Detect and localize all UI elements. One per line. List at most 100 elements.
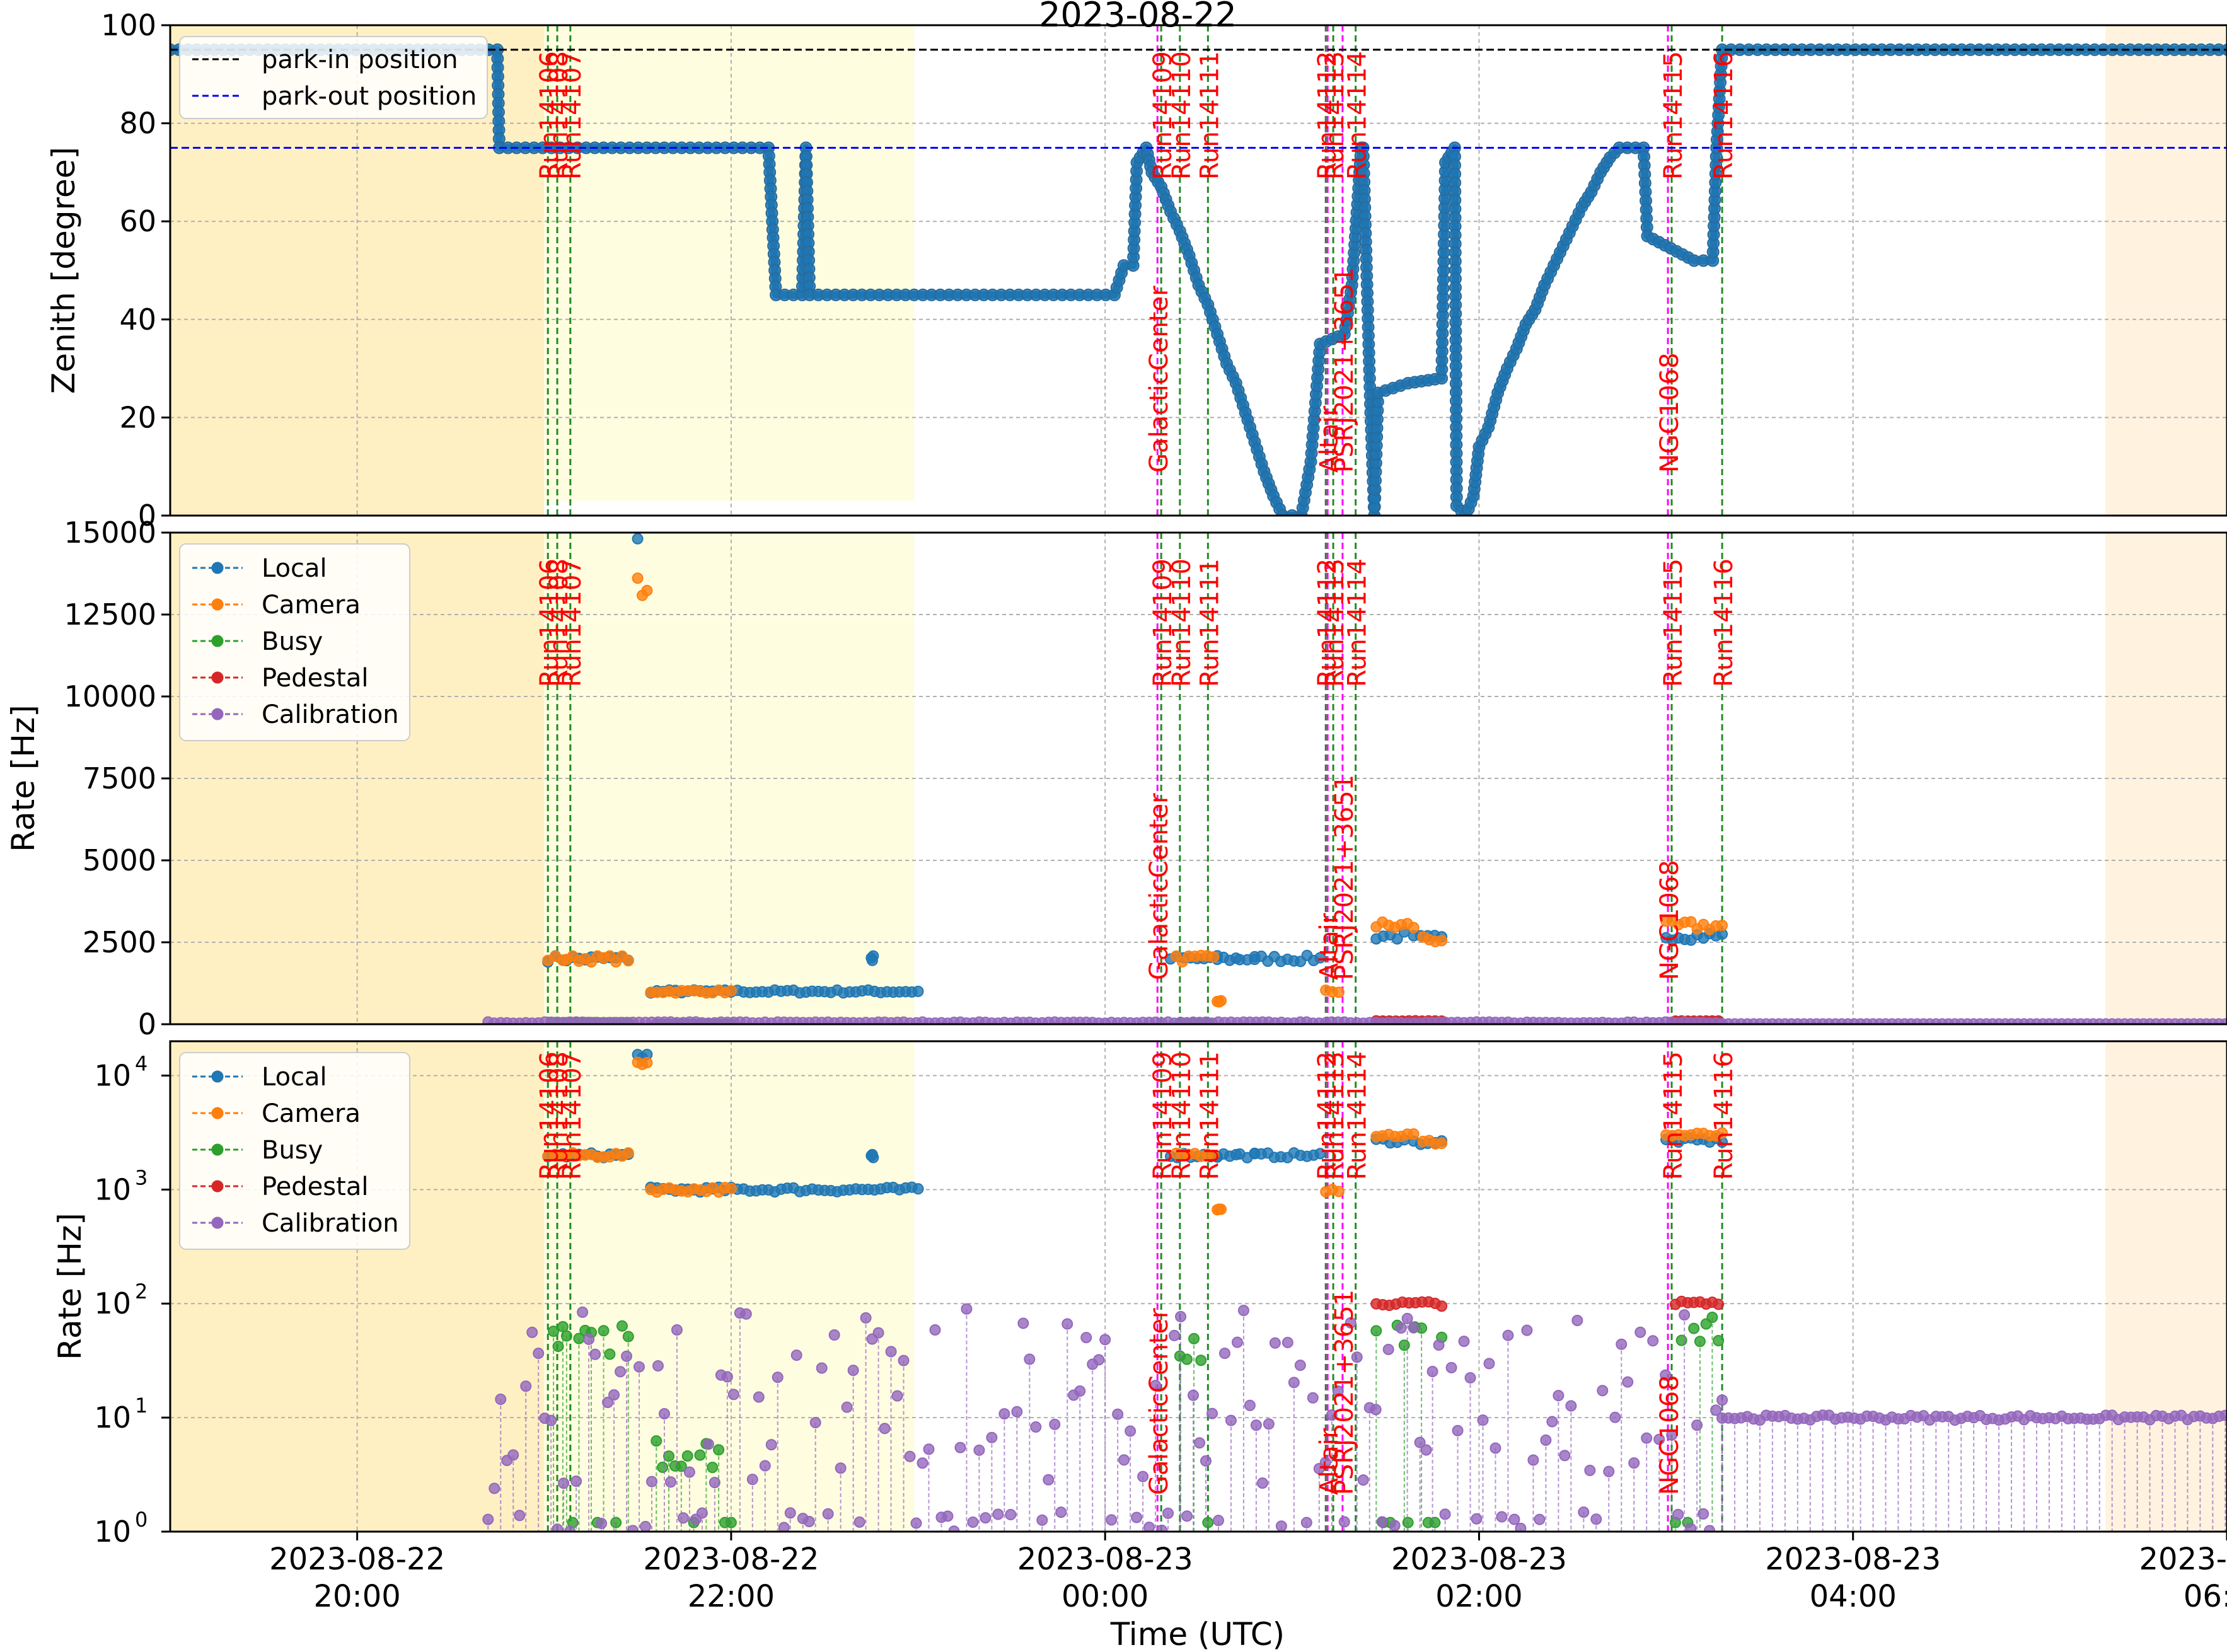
legend-label: Camera: [262, 591, 361, 620]
calibration-point: [1382, 1343, 1394, 1355]
calibration-point: [1212, 1515, 1224, 1527]
calibration-point: [514, 1510, 526, 1522]
calibration-point: [640, 1520, 651, 1532]
run-label-run14115: Run14115: [1659, 51, 1688, 180]
source-label-galacticcenter: GalacticCenter: [1145, 286, 1174, 473]
source-label-ngc1068: NGC1068: [1655, 352, 1684, 473]
camera-point: [725, 1182, 737, 1194]
calibration-point: [1420, 1444, 1432, 1456]
calibration-point: [1200, 1455, 1212, 1467]
legend-label: Busy: [262, 627, 323, 656]
calibration-point: [1571, 1315, 1583, 1327]
camera-point: [1333, 1186, 1345, 1198]
legend-label: Camera: [262, 1099, 361, 1128]
run-label-run14108: Run14108: [545, 558, 574, 687]
calibration-point: [1597, 1385, 1609, 1397]
twilight-band: [2105, 1041, 2227, 1532]
x-tick-date: 2023-08-23: [2139, 1542, 2227, 1577]
busy-point: [1694, 1336, 1706, 1348]
camera-point: [1408, 1128, 1420, 1140]
busy-point: [725, 1516, 737, 1528]
legend-marker: [211, 1107, 224, 1119]
calibration-point: [683, 1466, 695, 1478]
legend-zenith: park-in position park-out position: [179, 36, 488, 119]
calibration-point: [1616, 1338, 1628, 1350]
calibration-point: [1093, 1354, 1105, 1366]
legend-label: Local: [262, 1063, 327, 1092]
run-label-run14114: Run14114: [1343, 558, 1372, 687]
calibration-point: [1647, 1335, 1659, 1347]
busy-point: [1706, 1312, 1718, 1324]
source-label-altair: Altair: [1315, 913, 1344, 980]
run-label-run14107: Run14107: [558, 1051, 587, 1180]
calibration-point: [1250, 1419, 1262, 1431]
x-tick-date: 2023-08-22: [269, 1542, 445, 1577]
plot-area-2: [170, 517, 2227, 1024]
calibration-point: [1011, 1406, 1023, 1418]
local-point: [912, 985, 924, 997]
legend-label: Local: [262, 554, 327, 583]
run-label-run14110: Run14110: [1167, 1051, 1196, 1180]
camera-point: [1215, 1203, 1227, 1215]
busy-point: [1402, 1516, 1414, 1528]
calibration-point: [1036, 1514, 1048, 1526]
calibration-point: [954, 1441, 966, 1453]
y-tick-label: 12500: [64, 598, 156, 632]
camera-point: [622, 1147, 634, 1159]
camera-point: [1685, 916, 1697, 928]
calibration-point: [1150, 1380, 1162, 1392]
y-tick-exponent: 2: [135, 1279, 148, 1303]
run-label-run14110: Run14110: [1167, 51, 1196, 180]
y-tick-label: 7500: [83, 761, 156, 795]
camera-point: [1208, 1150, 1220, 1162]
calibration-point: [1345, 1317, 1356, 1329]
calibration-point: [615, 1366, 627, 1378]
calibration-point: [1445, 1361, 1457, 1373]
calibration-point: [923, 1443, 935, 1455]
legend-label: Pedestal: [262, 1172, 368, 1201]
calibration-point: [1508, 1513, 1520, 1525]
source-label-psrj2021+3651: PSRJ2021+3651: [1330, 1290, 1359, 1495]
x-tick-date: 2023-08-23: [1017, 1542, 1193, 1577]
local-point: [637, 517, 647, 528]
calibration-point: [1080, 1332, 1092, 1344]
calibration-point: [596, 1518, 608, 1530]
calibration-point: [507, 1449, 519, 1461]
calibration-point: [803, 1516, 815, 1528]
calibration-point: [980, 1512, 992, 1524]
busy-point: [552, 1341, 564, 1353]
calibration-point: [1634, 1326, 1646, 1338]
calibration-point: [847, 1365, 859, 1377]
calibration-point: [621, 1350, 633, 1362]
calibration-point: [1641, 1432, 1653, 1444]
calibration-point: [570, 1475, 582, 1487]
calibration-point: [917, 1457, 928, 1469]
calibration-point: [1175, 1310, 1187, 1322]
calibration-point: [545, 1414, 557, 1426]
busy-point: [675, 1460, 687, 1472]
calibration-point: [992, 1508, 1004, 1520]
run-label-run14112: Run14112: [1313, 558, 1342, 687]
source-label-altair: Altair: [1315, 1428, 1344, 1495]
calibration-point: [1559, 1450, 1571, 1462]
calibration-point: [608, 1389, 620, 1401]
calibration-point: [1061, 1318, 1073, 1330]
calibration-point: [1294, 1360, 1306, 1372]
y-tick-label: 0: [138, 499, 156, 533]
calibration-point: [696, 1507, 708, 1519]
calibration-point: [2219, 1409, 2227, 1421]
run-label-run14116: Run14116: [1709, 558, 1738, 687]
calibration-point: [986, 1431, 998, 1443]
plot-area-1: [170, 25, 2227, 516]
calibration-point: [1603, 1465, 1615, 1477]
camera-point: [1215, 995, 1227, 1007]
calibration-point: [1169, 1329, 1181, 1341]
run-label-run14109: Run14109: [1148, 1051, 1177, 1180]
axes-frame: [169, 24, 2227, 517]
calibration-point: [1672, 1508, 1684, 1520]
x-tick-date: 2023-08-23: [1391, 1542, 1567, 1577]
calibration-point: [1231, 1336, 1243, 1348]
calibration-point: [1521, 1324, 1533, 1336]
calibration-point: [1017, 1317, 1029, 1329]
